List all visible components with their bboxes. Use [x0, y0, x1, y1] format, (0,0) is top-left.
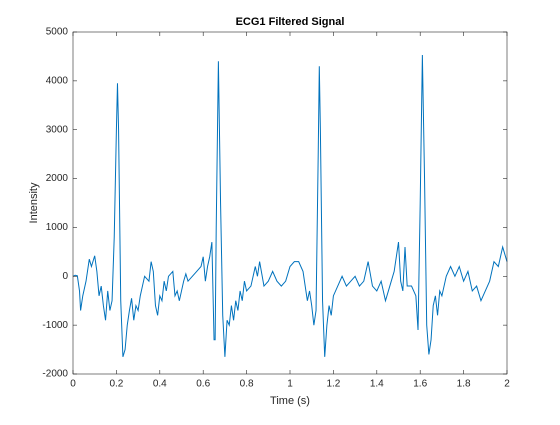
y-axis-label: Intensity: [28, 182, 40, 223]
y-tick-label: -2000: [42, 369, 68, 380]
y-tick-label: 5000: [46, 27, 69, 38]
plot-area: [73, 32, 507, 374]
y-tick-label: 4000: [46, 75, 69, 86]
x-tick-label: 0.6: [196, 379, 210, 390]
x-tick-label: 1: [287, 379, 293, 390]
x-tick-label: 0.4: [153, 379, 167, 390]
y-tick-label: -1000: [42, 320, 68, 331]
x-tick-label: 1.8: [457, 379, 471, 390]
x-tick-label: 1.4: [370, 379, 384, 390]
x-tick-label: 0.2: [109, 379, 123, 390]
x-tick-label: 2: [504, 379, 510, 390]
signal-line: [72, 54, 508, 358]
y-tick-label: 1000: [46, 222, 69, 233]
y-tick-label: 3000: [46, 124, 69, 135]
x-axis-label: Time (s): [270, 395, 310, 407]
chart-title: ECG1 Filtered Signal: [236, 16, 345, 28]
x-tick-label: 0: [70, 379, 76, 390]
y-tick-label: 2000: [46, 173, 69, 184]
x-tick-label: 1.2: [326, 379, 340, 390]
x-tick-label: 0.8: [240, 379, 254, 390]
x-tick-label: 1.6: [413, 379, 427, 390]
y-tick-label: 0: [62, 271, 68, 282]
